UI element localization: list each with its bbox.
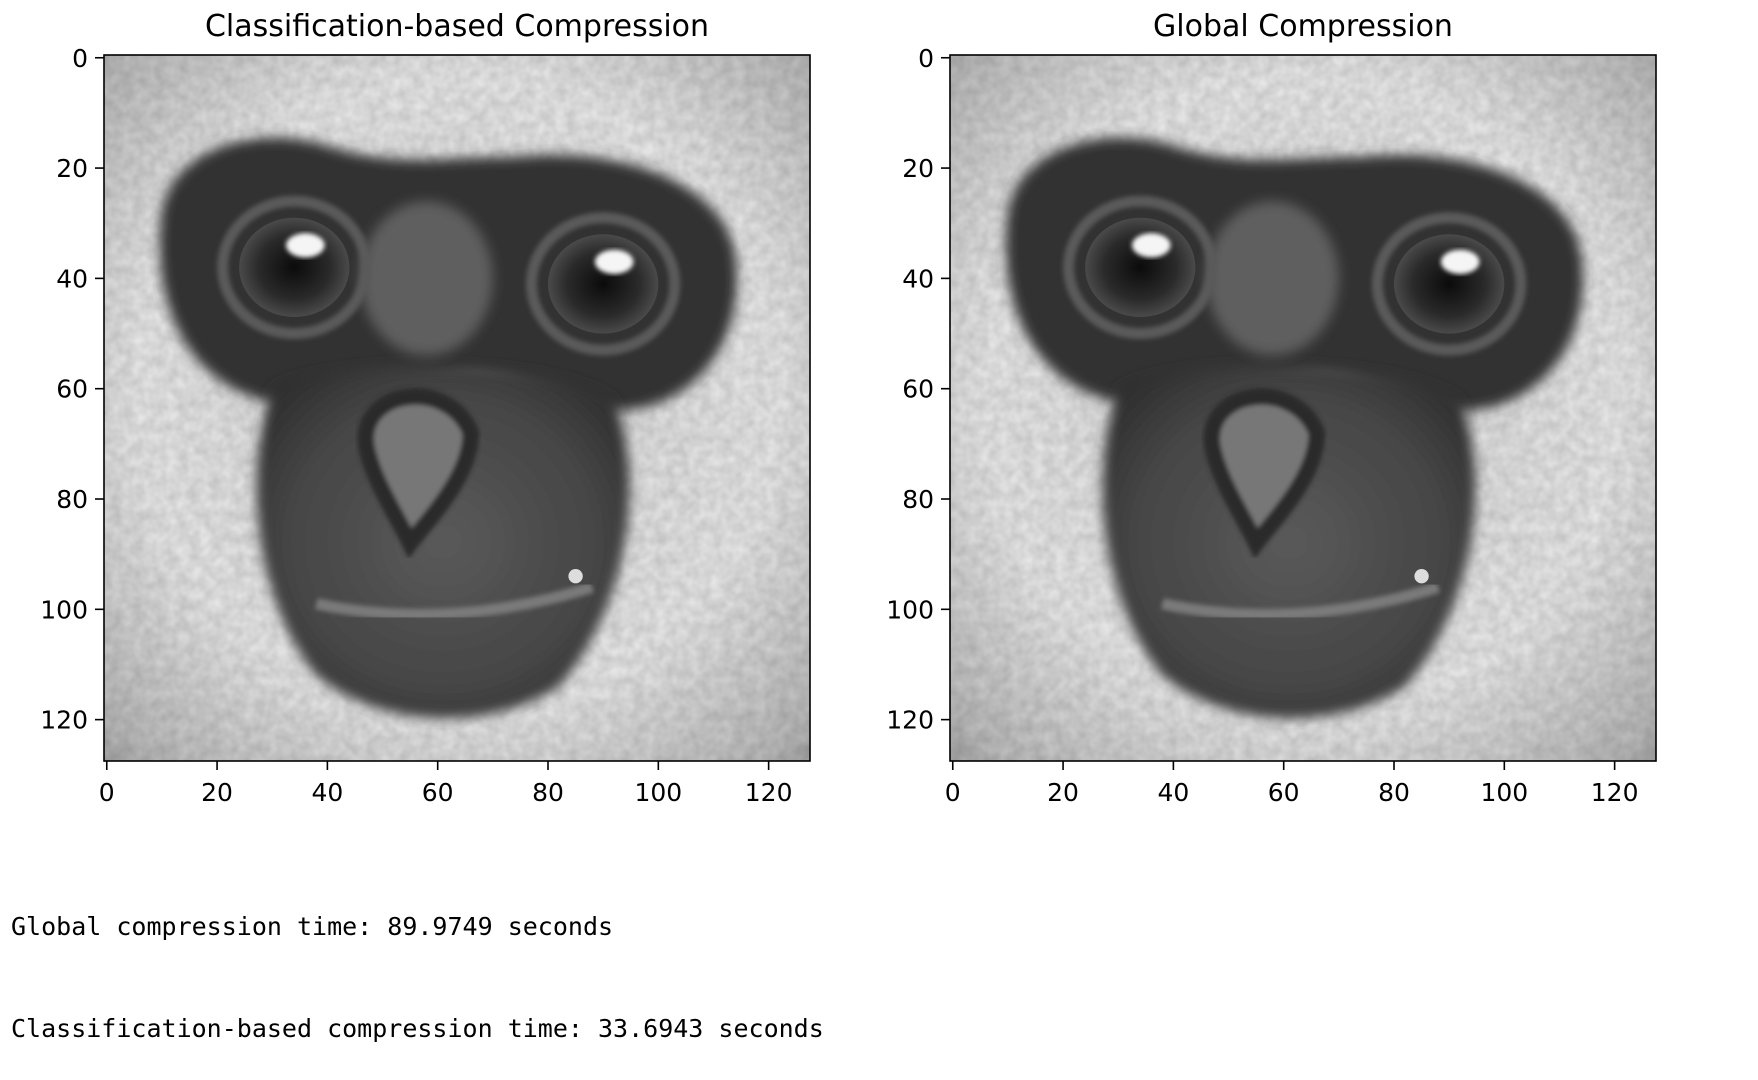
y-tick-label: 40 xyxy=(56,264,88,293)
y-tick-label: 100 xyxy=(40,595,88,624)
chart-title: Classification-based Compression xyxy=(205,9,709,44)
y-tick-label: 40 xyxy=(902,264,934,293)
x-tick-label: 40 xyxy=(311,778,343,807)
x-tick-label: 120 xyxy=(745,778,793,807)
image-1 xyxy=(104,55,810,761)
y-tick-label: 120 xyxy=(40,706,88,735)
y-tick-label: 60 xyxy=(902,375,934,404)
y-tick-label: 80 xyxy=(902,485,934,514)
y-tick-label: 0 xyxy=(72,44,88,73)
y-tick-label: 100 xyxy=(886,595,934,624)
x-tick-label: 100 xyxy=(1480,778,1528,807)
chart-title: Global Compression xyxy=(1153,9,1453,44)
y-tick-label: 0 xyxy=(918,44,934,73)
x-tick-label: 80 xyxy=(1378,778,1410,807)
y-tick-label: 60 xyxy=(56,375,88,404)
x-tick-label: 40 xyxy=(1157,778,1189,807)
y-tick-label: 20 xyxy=(56,154,88,183)
classification-time-line: Classification-based compression time: 3… xyxy=(11,1012,824,1046)
image-2 xyxy=(950,55,1656,761)
y-tick-label: 20 xyxy=(902,154,934,183)
x-tick-label: 120 xyxy=(1591,778,1639,807)
x-tick-label: 20 xyxy=(201,778,233,807)
output-text: Global compression time: 89.9749 seconds… xyxy=(11,842,824,1080)
x-tick-label: 60 xyxy=(422,778,454,807)
y-tick-label: 80 xyxy=(56,485,88,514)
global-time-line: Global compression time: 89.9749 seconds xyxy=(11,910,824,944)
x-tick-label: 100 xyxy=(634,778,682,807)
y-tick-label: 120 xyxy=(886,706,934,735)
panel-1: Classification-based Compression 0 20 40 60 8… xyxy=(40,9,810,807)
x-tick-label: 60 xyxy=(1268,778,1300,807)
figure: Classification-based Compression 0 20 40 60 8… xyxy=(0,0,1758,820)
x-tick-label: 80 xyxy=(532,778,564,807)
x-tick-label: 0 xyxy=(99,778,115,807)
x-tick-label: 0 xyxy=(945,778,961,807)
x-tick-label: 20 xyxy=(1047,778,1079,807)
panel-2: Global Compression 0 20 40 60 80 100 120 0 20 40 60… xyxy=(886,9,1656,807)
